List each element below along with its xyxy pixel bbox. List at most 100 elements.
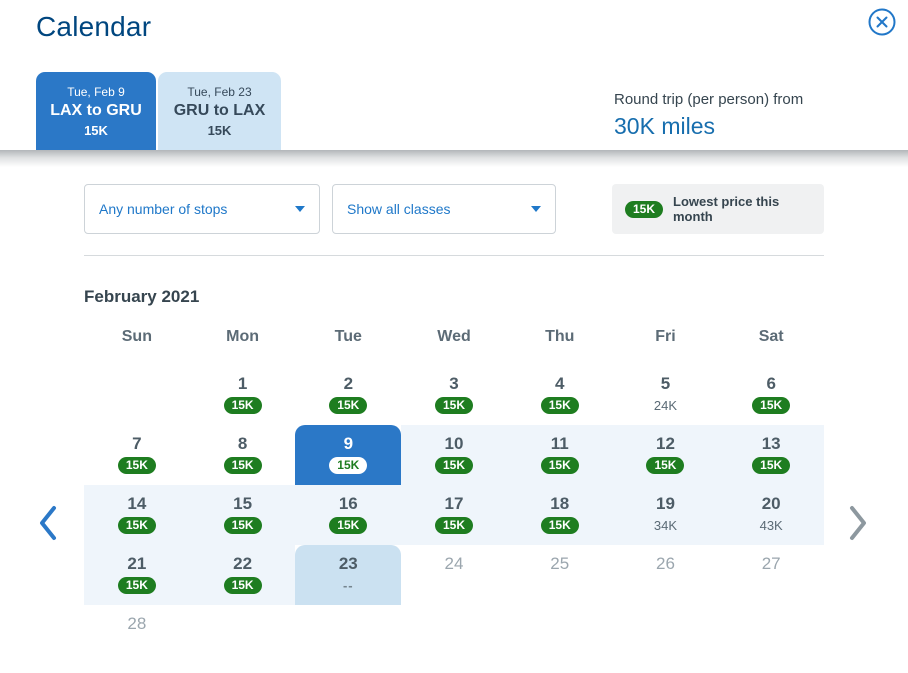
day-number: 11 bbox=[550, 434, 569, 453]
day-number: 1 bbox=[237, 374, 248, 393]
tab-depart-leg[interactable]: Tue, Feb 9 LAX to GRU 15K bbox=[36, 72, 156, 150]
day-number: 5 bbox=[660, 374, 671, 393]
close-button[interactable] bbox=[868, 8, 896, 36]
price-text: 24K bbox=[653, 398, 678, 413]
next-month-button[interactable] bbox=[846, 504, 870, 545]
calendar-day-cell[interactable]: 15 15K bbox=[189, 485, 296, 545]
section-divider bbox=[84, 255, 824, 256]
day-number: 7 bbox=[132, 434, 142, 453]
calendar-empty-cell bbox=[507, 605, 613, 660]
chevron-left-icon bbox=[36, 506, 60, 545]
day-number: 25 bbox=[550, 554, 570, 573]
calendar-day-cell[interactable]: 21 15K bbox=[84, 545, 190, 605]
calendar-day-cell[interactable]: 2 15K bbox=[295, 365, 401, 425]
calendar-day-cell[interactable]: 7 15K bbox=[84, 425, 190, 485]
calendar-day-cell[interactable]: 22 15K bbox=[189, 545, 296, 605]
price-badge: 15K bbox=[435, 397, 474, 414]
chevron-right-icon bbox=[846, 506, 870, 545]
chevron-down-icon bbox=[531, 206, 541, 212]
calendar-day-cell[interactable]: 17 15K bbox=[401, 485, 507, 545]
close-icon bbox=[868, 8, 896, 39]
calendar-day-cell[interactable]: 13 15K bbox=[718, 425, 825, 485]
tab-date: Tue, Feb 9 bbox=[67, 84, 125, 99]
day-number: 2 bbox=[343, 374, 354, 393]
price-badge: 15K bbox=[223, 397, 262, 414]
price-badge: 15K bbox=[329, 457, 368, 474]
price-badge: 15K bbox=[117, 457, 156, 474]
calendar-day-cell[interactable]: 12 15K bbox=[612, 425, 719, 485]
day-number: 4 bbox=[555, 374, 565, 393]
weekday-header: Wed bbox=[437, 328, 471, 345]
calendar-day-cell[interactable]: 5 24K bbox=[613, 365, 719, 425]
price-badge: 15K bbox=[540, 397, 579, 414]
weekday-header: Sat bbox=[758, 328, 784, 345]
day-number: 28 bbox=[127, 614, 147, 633]
day-number: 12 bbox=[655, 434, 675, 453]
calendar-empty-cell bbox=[718, 605, 824, 660]
day-number: 9 bbox=[343, 434, 354, 453]
calendar-empty-cell bbox=[613, 605, 719, 660]
calendar-empty-cell bbox=[401, 605, 507, 660]
day-number: 23 bbox=[338, 554, 358, 573]
price-badge: 15K bbox=[223, 577, 262, 594]
weekday-header: Fri bbox=[655, 328, 676, 345]
day-number: 19 bbox=[655, 494, 675, 513]
calendar-day-cell[interactable]: 18 15K bbox=[506, 485, 613, 545]
calendar-week-row: 21 15K 22 15K 23 -- 24 25 26 27 bbox=[84, 545, 824, 605]
calendar-day-cell[interactable]: 14 15K bbox=[84, 485, 190, 545]
tab-route: GRU to LAX bbox=[173, 101, 266, 119]
price-badge: 15K bbox=[329, 397, 368, 414]
page-title: Calendar bbox=[36, 11, 152, 42]
day-number: 22 bbox=[233, 554, 253, 573]
calendar-day-cell[interactable]: 10 15K bbox=[401, 425, 507, 485]
calendar-day-cell[interactable]: 6 15K bbox=[718, 365, 824, 425]
calendar-day-cell[interactable]: 9 15K bbox=[295, 425, 402, 485]
price-badge: 15K bbox=[329, 517, 368, 534]
calendar-day-cell[interactable]: 11 15K bbox=[506, 425, 613, 485]
calendar-day-cell[interactable]: 16 15K bbox=[295, 485, 402, 545]
day-number: 20 bbox=[761, 494, 781, 513]
day-number: 8 bbox=[237, 434, 248, 453]
calendar-grid: 1 15K 2 15K 3 15K 4 15K 5 24K 6 15K 7 15K 8 15K 9 15K 10 15… bbox=[84, 365, 825, 660]
calendar-empty-cell bbox=[295, 605, 401, 660]
calendar-day-cell: 28 bbox=[84, 605, 190, 660]
calendar-week-row: 28 bbox=[84, 605, 824, 660]
price-text: 34K bbox=[653, 518, 678, 533]
tab-price: 15K bbox=[207, 122, 232, 138]
calendar-day-cell[interactable]: 19 34K bbox=[612, 485, 719, 545]
calendar-empty-cell bbox=[190, 605, 296, 660]
day-number: 24 bbox=[444, 554, 464, 573]
weekday-header: Sun bbox=[121, 328, 152, 345]
calendar-empty-cell bbox=[84, 365, 190, 425]
legend-label: Lowest price this month bbox=[673, 194, 780, 224]
calendar-day-cell[interactable]: 1 15K bbox=[190, 365, 296, 425]
price-badge: 15K bbox=[117, 517, 156, 534]
day-number: 15 bbox=[233, 494, 253, 513]
calendar-day-cell[interactable]: 4 15K bbox=[507, 365, 613, 425]
calendar-week-row: 1 15K 2 15K 3 15K 4 15K 5 24K 6 15K bbox=[84, 365, 824, 425]
calendar-day-cell[interactable]: 20 43K bbox=[718, 485, 825, 545]
tab-price: 15K bbox=[84, 122, 108, 138]
prev-month-button[interactable] bbox=[36, 504, 60, 545]
day-number: 14 bbox=[127, 494, 147, 513]
calendar-day-cell[interactable]: 8 15K bbox=[190, 425, 296, 485]
day-number: 13 bbox=[761, 434, 781, 453]
price-badge: 15K bbox=[435, 457, 474, 474]
stops-dropdown-value: Any number of stops bbox=[99, 201, 228, 217]
price-badge: 15K bbox=[223, 457, 262, 474]
calendar-week-row: 14 15K 15 15K 16 15K 17 15K 18 15K 19 34K 20 43K bbox=[84, 485, 825, 545]
calendar-week-row: 7 15K 8 15K 9 15K 10 15K 11 15K 12 15K 13 15K bbox=[84, 425, 825, 485]
stops-dropdown[interactable]: Any number of stops bbox=[84, 184, 320, 234]
calendar-day-cell[interactable]: 23 -- bbox=[295, 545, 402, 605]
calendar-day-cell[interactable]: 3 15K bbox=[401, 365, 507, 425]
tab-route: LAX to GRU bbox=[50, 101, 142, 119]
day-number: 26 bbox=[655, 554, 675, 573]
day-number: 6 bbox=[766, 374, 776, 393]
cabin-class-dropdown-value: Show all classes bbox=[347, 201, 451, 217]
tab-return-leg[interactable]: Tue, Feb 23 GRU to LAX 15K bbox=[158, 72, 281, 150]
weekday-header: Mon bbox=[226, 328, 260, 345]
cabin-class-dropdown[interactable]: Show all classes bbox=[332, 184, 556, 234]
price-badge: 15K bbox=[540, 517, 579, 534]
trip-summary-label: Round trip (per person) from bbox=[614, 91, 804, 108]
weekday-header: Thu bbox=[545, 328, 575, 345]
